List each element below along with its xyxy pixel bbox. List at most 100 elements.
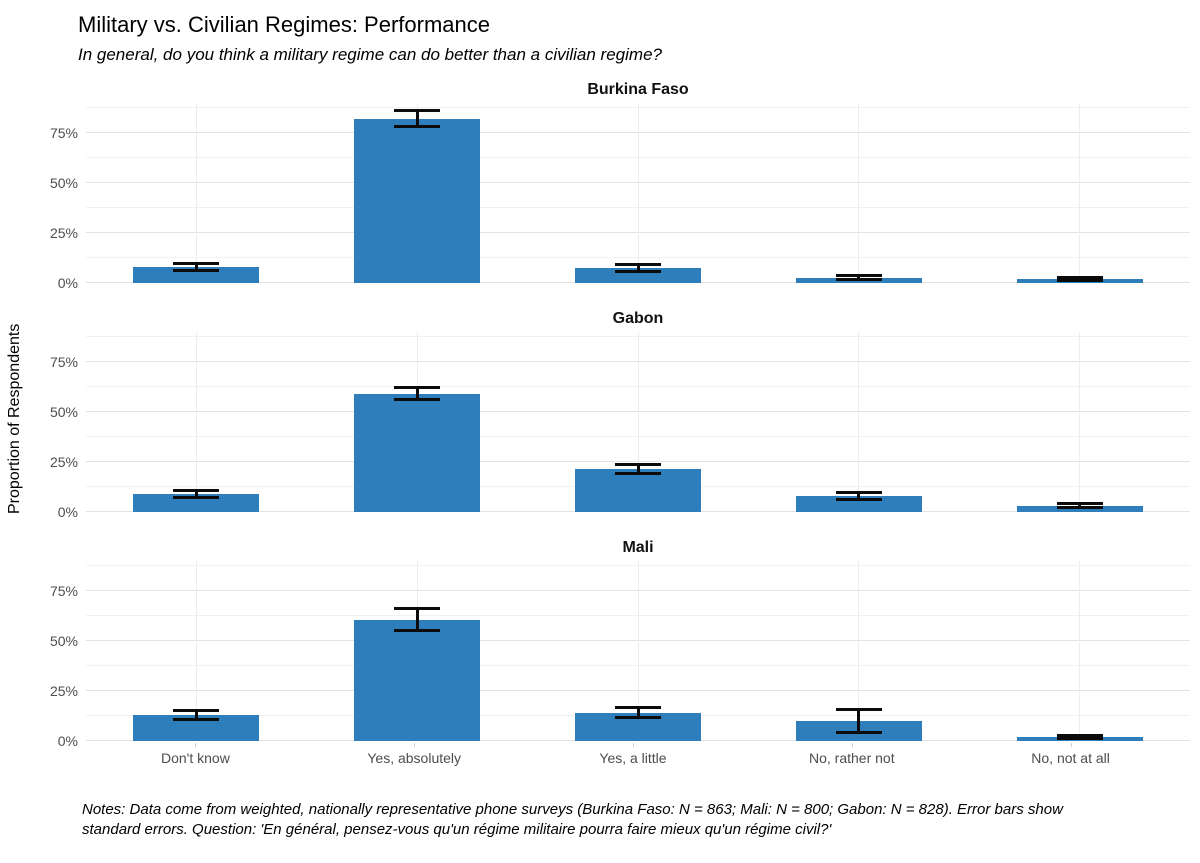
error-bar-cap bbox=[1056, 506, 1103, 510]
error-bar-cap bbox=[1056, 275, 1103, 279]
y-tick-label: 50% bbox=[49, 174, 78, 191]
x-category: Yes, absolutely bbox=[305, 742, 524, 766]
error-bar-cap bbox=[615, 270, 661, 274]
error-bar-cap bbox=[615, 706, 661, 710]
error-bar-cap bbox=[394, 398, 441, 402]
error-bar-cap bbox=[394, 109, 441, 113]
error-bar-cap bbox=[1056, 737, 1103, 741]
error-bar bbox=[194, 490, 198, 498]
y-tick-label: 0% bbox=[57, 503, 78, 520]
bar bbox=[133, 494, 260, 512]
bar bbox=[133, 267, 260, 283]
vertical-gridline bbox=[1079, 102, 1081, 283]
error-bar-cap bbox=[394, 125, 441, 129]
y-tick-label: 25% bbox=[49, 224, 78, 241]
x-category: Yes, a little bbox=[524, 742, 743, 766]
error-bar bbox=[857, 709, 861, 733]
error-bar-cap bbox=[835, 274, 882, 278]
facet-label: Gabon bbox=[612, 309, 664, 327]
vertical-gridline bbox=[637, 102, 639, 283]
error-bar-cap bbox=[835, 498, 882, 502]
error-bar-cap bbox=[1056, 279, 1103, 283]
panel-row: 0% 25% 50% 75% bbox=[30, 331, 1190, 519]
error-bar bbox=[415, 387, 419, 400]
error-bar bbox=[636, 464, 640, 474]
x-tick-label: No, not at all bbox=[1031, 749, 1110, 766]
error-bar-cap bbox=[173, 717, 220, 721]
facet-gabon: Gabon 0% 25% 50% 75% bbox=[30, 309, 1190, 519]
panel-row: 0% 25% 50% 75% bbox=[30, 560, 1190, 748]
error-bar-cap bbox=[615, 716, 661, 720]
error-bar-cap bbox=[173, 262, 220, 266]
vertical-gridline bbox=[1079, 331, 1081, 512]
facet-burkina-faso: Burkina Faso 0% 25% 50% 75% bbox=[30, 80, 1190, 290]
error-bar-cap bbox=[615, 263, 661, 267]
y-tick-label: 25% bbox=[49, 453, 78, 470]
error-bar-cap bbox=[615, 471, 661, 475]
vertical-gridline bbox=[637, 560, 639, 741]
error-bar bbox=[194, 710, 198, 720]
chart-subtitle: In general, do you think a military regi… bbox=[78, 45, 662, 65]
error-bar-cap bbox=[835, 278, 882, 282]
x-axis: Don't know Yes, absolutely Yes, a little No… bbox=[86, 742, 1180, 766]
vertical-gridline bbox=[858, 102, 860, 283]
facet-mali: Mali 0% 25% 50% 75% bbox=[30, 538, 1190, 748]
vertical-gridline bbox=[1079, 560, 1081, 741]
x-tick bbox=[1070, 742, 1072, 747]
chart-body: Burkina Faso 0% 25% 50% 75% Gabon 0% 25% 50% 75% M… bbox=[30, 72, 1200, 766]
error-bar bbox=[415, 110, 419, 127]
y-axis: 0% 25% 50% 75% bbox=[30, 332, 86, 519]
x-category: Don't know bbox=[86, 742, 305, 766]
panel-row: 0% 25% 50% 75% bbox=[30, 102, 1190, 290]
bar bbox=[354, 393, 481, 512]
y-tick-label: 50% bbox=[49, 632, 78, 649]
error-bar-cap bbox=[1056, 502, 1103, 506]
error-bar-cap bbox=[835, 491, 882, 495]
vertical-gridline bbox=[195, 331, 197, 512]
chart-title: Military vs. Civilian Regimes: Performan… bbox=[78, 12, 490, 37]
y-tick-label: 75% bbox=[49, 582, 78, 599]
error-bar-cap bbox=[173, 489, 220, 493]
x-category: No, not at all bbox=[961, 742, 1180, 766]
y-tick-label: 75% bbox=[49, 124, 78, 141]
y-tick-label: 0% bbox=[57, 732, 78, 749]
error-bar-cap bbox=[173, 269, 220, 273]
error-bar-cap bbox=[835, 731, 882, 735]
y-tick-label: 0% bbox=[57, 274, 78, 291]
y-tick-label: 25% bbox=[49, 682, 78, 699]
facet-label: Burkina Faso bbox=[587, 80, 689, 98]
bar bbox=[795, 496, 922, 512]
error-bar-cap bbox=[835, 708, 882, 712]
error-bar bbox=[415, 608, 419, 631]
error-bar-cap bbox=[394, 386, 441, 390]
x-category: No, rather not bbox=[742, 742, 961, 766]
bar bbox=[354, 619, 481, 741]
error-bar bbox=[1078, 277, 1082, 281]
y-tick-label: 75% bbox=[49, 353, 78, 370]
error-bar-cap bbox=[1056, 733, 1103, 737]
x-tick-label: No, rather not bbox=[808, 749, 895, 766]
vertical-gridline bbox=[858, 560, 860, 741]
error-bar-cap bbox=[173, 496, 220, 500]
vertical-gridline bbox=[858, 331, 860, 512]
error-bar bbox=[636, 264, 640, 272]
x-tick bbox=[414, 742, 416, 747]
error-bar bbox=[636, 708, 640, 718]
vertical-gridline bbox=[637, 331, 639, 512]
x-tick bbox=[632, 742, 634, 747]
error-bar bbox=[857, 275, 861, 280]
error-bar bbox=[194, 263, 198, 271]
x-tick-label: Don't know bbox=[160, 749, 230, 766]
y-axis: 0% 25% 50% 75% bbox=[30, 103, 86, 290]
x-tick bbox=[851, 742, 853, 747]
bar bbox=[575, 468, 701, 512]
error-bar-cap bbox=[394, 629, 441, 633]
x-tick-label: Yes, absolutely bbox=[367, 749, 462, 766]
y-axis: 0% 25% 50% 75% bbox=[30, 561, 86, 748]
chart-area: Proportion of Respondents Burkina Faso 0%… bbox=[0, 72, 1200, 766]
x-tick bbox=[195, 742, 197, 747]
panel bbox=[86, 331, 1190, 512]
facet-label: Mali bbox=[622, 538, 654, 556]
error-bar bbox=[1078, 735, 1082, 739]
